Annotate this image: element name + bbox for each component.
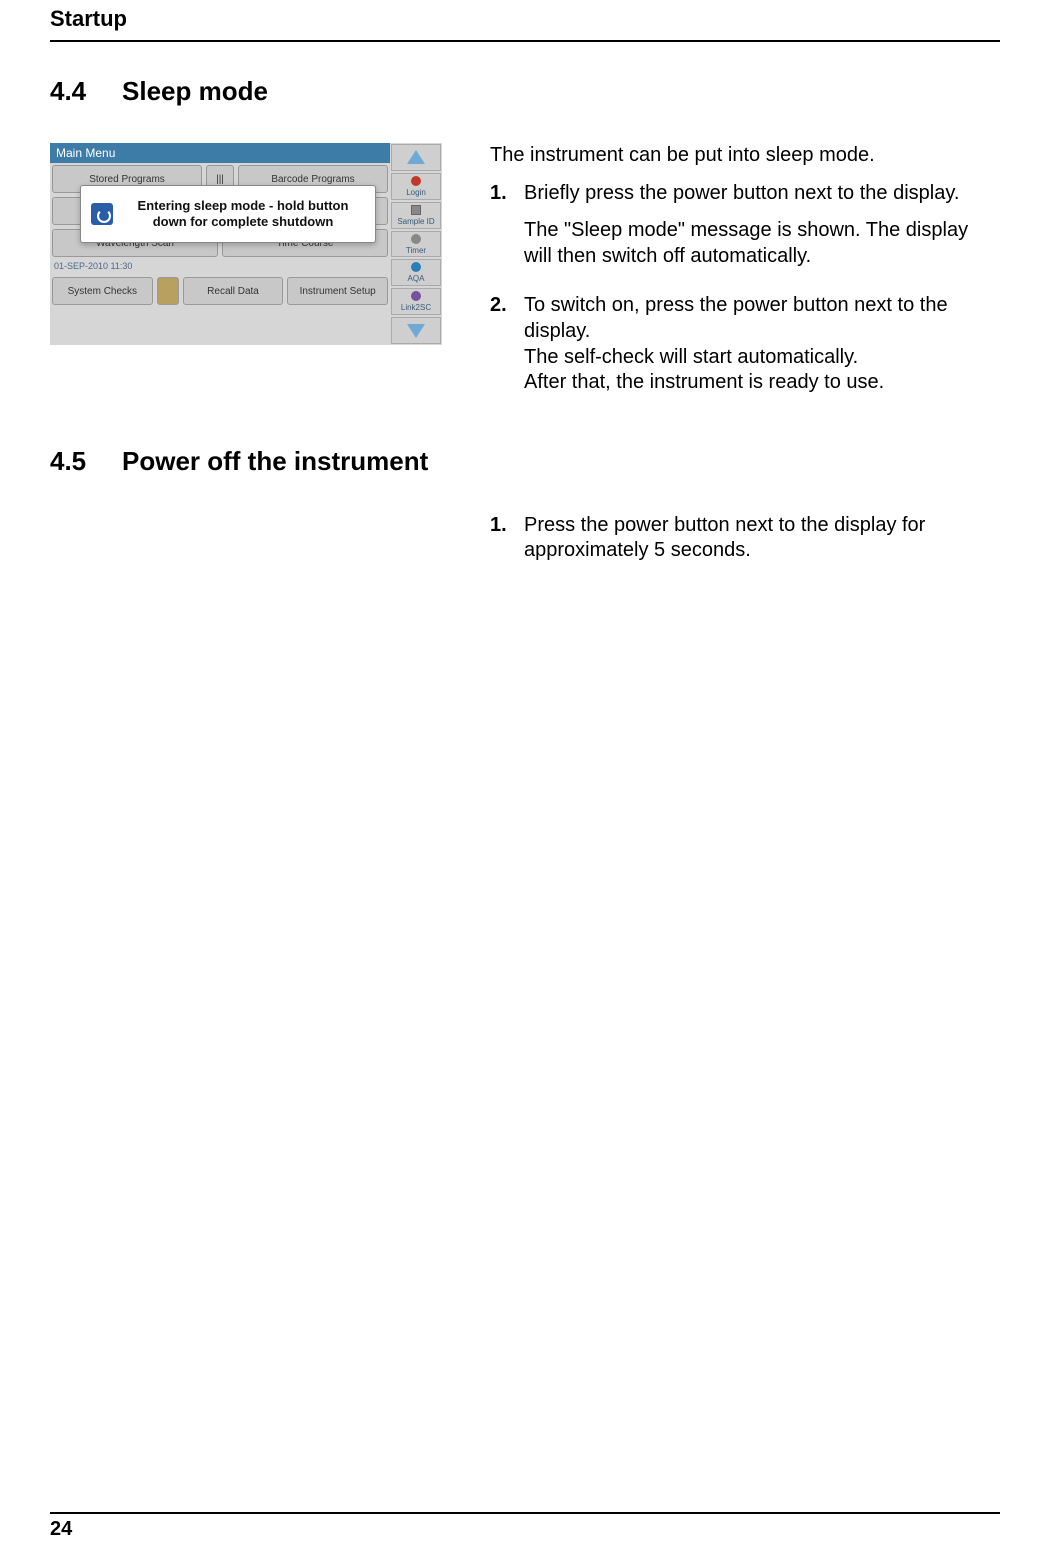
side-aqa[interactable]: AQA [391, 259, 441, 286]
heading-number: 4.5 [50, 446, 122, 477]
login-icon [411, 176, 421, 186]
side-link2sc-label: Link2SC [401, 303, 431, 312]
screenshot-window-title: Main Menu [50, 143, 390, 163]
folder-icon [157, 277, 179, 305]
sample-id-icon [411, 205, 421, 215]
btn-system-checks[interactable]: System Checks [52, 277, 153, 305]
sleep-mode-row: Main Menu Stored Programs ||| Barcode Pr… [50, 143, 1000, 408]
intro-text: The instrument can be put into sleep mod… [490, 143, 1000, 169]
btn-recall-data[interactable]: Recall Data [183, 277, 284, 305]
screenshot-sidebar: Login Sample ID Timer AQA Link2SC [390, 143, 442, 345]
btn-instrument-setup[interactable]: Instrument Setup [287, 277, 388, 305]
side-login[interactable]: Login [391, 173, 441, 200]
heading-number: 4.4 [50, 76, 122, 107]
heading-4-5: 4.5Power off the instrument [50, 446, 1000, 477]
page-header: Startup [50, 0, 1000, 42]
timer-icon [411, 234, 421, 244]
side-up[interactable] [391, 144, 441, 171]
page-number: 24 [50, 1518, 72, 1540]
side-sample-id-label: Sample ID [397, 217, 434, 226]
instrument-screenshot: Main Menu Stored Programs ||| Barcode Pr… [50, 143, 442, 345]
step1-line2: The "Sleep mode" message is shown. The d… [524, 218, 1000, 269]
side-timer[interactable]: Timer [391, 231, 441, 258]
link2sc-icon [411, 291, 421, 301]
heading-text: Sleep mode [122, 76, 268, 106]
step-number: 2. [490, 293, 524, 395]
heading-text: Power off the instrument [122, 446, 428, 476]
power-off-step1: Press the power button next to the displ… [524, 513, 1000, 564]
step2-line1: To switch on, press the power button nex… [524, 294, 948, 342]
side-timer-label: Timer [406, 246, 426, 255]
screenshot-date: 01-SEP-2010 11:30 [50, 259, 390, 275]
power-off-text: 1. Press the power button next to the di… [490, 513, 1000, 576]
power-off-row: 1. Press the power button next to the di… [50, 513, 1000, 576]
step1-line1: Briefly press the power button next to t… [524, 181, 1000, 207]
side-aqa-label: AQA [408, 274, 425, 283]
power-icon [91, 203, 113, 225]
side-sample-id[interactable]: Sample ID [391, 202, 441, 229]
heading-4-4: 4.4Sleep mode [50, 76, 1000, 107]
step-number: 1. [490, 513, 524, 564]
chevron-down-icon [407, 324, 425, 338]
side-link2sc[interactable]: Link2SC [391, 288, 441, 315]
step-number: 1. [490, 181, 524, 282]
side-down[interactable] [391, 317, 441, 344]
sleep-mode-text: The instrument can be put into sleep mod… [490, 143, 1000, 408]
screenshot-column: Main Menu Stored Programs ||| Barcode Pr… [50, 143, 442, 408]
sleep-mode-modal: Entering sleep mode - hold button down f… [80, 185, 376, 243]
aqa-icon [411, 262, 421, 272]
side-login-label: Login [406, 188, 426, 197]
chevron-up-icon [407, 150, 425, 164]
step2-line3: After that, the instrument is ready to u… [524, 371, 884, 393]
modal-text: Entering sleep mode - hold button down f… [121, 198, 365, 231]
page-footer: 24 [50, 1512, 1000, 1541]
step2-line2: The self-check will start automatically. [524, 346, 858, 368]
empty-screenshot-col [50, 513, 442, 576]
